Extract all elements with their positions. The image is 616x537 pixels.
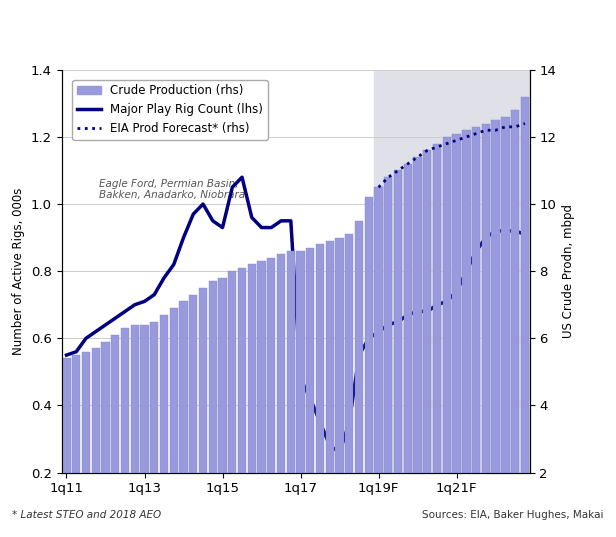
Bar (316, 244, 324, 537)
Bar (140, 325, 148, 537)
Bar (209, 281, 217, 537)
Bar (286, 251, 295, 537)
Bar (179, 301, 188, 537)
Bar (189, 295, 197, 537)
Bar (375, 187, 383, 537)
Text: Eagle Ford, Permian Basin,
Bakken, Anadarko, Niobrara: Eagle Ford, Permian Basin, Bakken, Anada… (99, 178, 245, 200)
Legend: Crude Production (rhs), Major Play Rig Count (lhs), EIA Prod Forecast* (rhs): Crude Production (rhs), Major Play Rig C… (72, 79, 267, 140)
Bar (219, 278, 227, 537)
Bar (511, 110, 519, 537)
Bar (492, 120, 500, 537)
Bar (453, 134, 461, 537)
Bar (336, 237, 344, 537)
Bar (92, 349, 100, 537)
Bar (403, 164, 412, 537)
Bar (296, 251, 305, 537)
Bar (238, 268, 246, 537)
Bar (365, 198, 373, 537)
Y-axis label: US Crude Prodn, mbpd: US Crude Prodn, mbpd (562, 204, 575, 338)
Text: US Crude Production vs. LTO Basin Rig Count: US Crude Production vs. LTO Basin Rig Co… (81, 9, 535, 27)
Bar (228, 271, 237, 537)
Bar (248, 265, 256, 537)
Bar (433, 143, 441, 537)
Bar (423, 150, 431, 537)
Bar (199, 288, 207, 537)
Bar (62, 359, 71, 537)
Bar (326, 241, 334, 537)
Bar (150, 322, 158, 537)
Bar (501, 117, 509, 537)
Bar (384, 177, 392, 537)
Bar (169, 308, 178, 537)
Text: * Latest STEO and 2018 AEO: * Latest STEO and 2018 AEO (12, 510, 161, 520)
Bar (413, 157, 422, 537)
Bar (121, 328, 129, 537)
Text: Major LTO Basins, Base Case, mbpd: Major LTO Basins, Base Case, mbpd (161, 39, 455, 54)
Bar (267, 258, 275, 537)
Bar (521, 97, 529, 537)
Text: Sources: EIA, Baker Hughes, Makai: Sources: EIA, Baker Hughes, Makai (422, 510, 604, 520)
Bar (355, 221, 363, 537)
Bar (131, 325, 139, 537)
Bar (82, 352, 90, 537)
Bar (102, 342, 110, 537)
Bar (72, 355, 80, 537)
Bar (345, 234, 354, 537)
Bar (111, 335, 120, 537)
Bar (472, 127, 480, 537)
Bar (394, 171, 402, 537)
Bar (482, 124, 490, 537)
Bar (306, 248, 314, 537)
Bar (160, 315, 168, 537)
Bar (443, 137, 451, 537)
Bar (277, 255, 285, 537)
Bar (462, 130, 471, 537)
Bar (257, 261, 265, 537)
Bar (374, 70, 530, 473)
Y-axis label: Number of Active Rigs, 000s: Number of Active Rigs, 000s (12, 187, 25, 355)
